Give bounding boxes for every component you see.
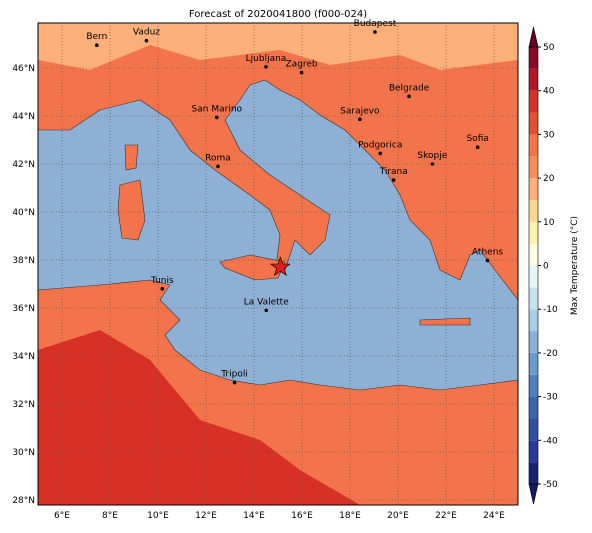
y-tick-label: 32°N xyxy=(12,400,35,410)
colorbar-tick-label: 20 xyxy=(543,174,555,184)
colorbar-band xyxy=(529,462,538,484)
x-tick-label: 16°E xyxy=(291,511,313,521)
city-label: Roma xyxy=(205,153,231,163)
x-tick-label: 20°E xyxy=(387,511,409,521)
city-marker xyxy=(95,43,99,47)
colorbar-band xyxy=(529,243,538,266)
colorbar-band xyxy=(529,90,538,113)
colorbar-band xyxy=(529,156,538,179)
city-label: Tripoli xyxy=(220,370,248,380)
colorbar-band xyxy=(529,221,538,244)
x-tick-label: 12°E xyxy=(195,511,217,521)
colorbar-tick-label: 10 xyxy=(543,218,555,228)
colorbar-tick-label: 40 xyxy=(543,87,555,97)
colorbar-tick-label: -40 xyxy=(543,436,558,446)
city-label: Sofia xyxy=(466,134,488,144)
city-label: Zagreb xyxy=(285,60,317,70)
city-label: Belgrade xyxy=(389,83,430,93)
x-tick-label: 8°E xyxy=(102,511,118,521)
y-tick-label: 34°N xyxy=(12,352,35,362)
colorbar-band xyxy=(529,309,538,332)
colorbar-band xyxy=(529,134,538,157)
colorbar-tick-label: -10 xyxy=(543,305,558,315)
city-marker xyxy=(232,380,237,385)
x-tick-label: 10°E xyxy=(147,511,169,521)
city-label: Tirana xyxy=(379,167,408,177)
colorbar-band xyxy=(529,178,538,200)
colorbar-tick-label: -20 xyxy=(543,349,558,359)
colorbar-band xyxy=(529,68,538,91)
x-tick-label: 6°E xyxy=(54,511,70,521)
city-marker xyxy=(264,64,268,69)
city-label: La Valette xyxy=(244,297,289,307)
colorbar-band xyxy=(529,374,538,397)
x-tick-label: 18°E xyxy=(339,511,361,521)
colorbar-band xyxy=(529,331,538,353)
chart-title: Forecast of 2020041800 (f000-024) xyxy=(189,9,367,20)
y-tick-label: 28°N xyxy=(12,496,35,506)
city-marker xyxy=(299,70,304,75)
city-marker xyxy=(160,286,165,291)
colorbar-band xyxy=(529,418,538,441)
city-label: Vaduz xyxy=(133,28,160,38)
city-marker xyxy=(373,30,377,34)
y-tick-label: 46°N xyxy=(12,64,35,74)
colorbar-tick-label: -30 xyxy=(543,393,558,403)
map-frame xyxy=(37,22,519,506)
colorbar-extend-under xyxy=(528,483,539,505)
city-label: Sarajevo xyxy=(340,106,380,116)
city-marker xyxy=(215,115,219,120)
colorbar-band xyxy=(529,440,538,463)
city-label: Ljubljana xyxy=(246,54,287,64)
y-tick-label: 40°N xyxy=(12,208,35,218)
colorbar-band xyxy=(529,352,538,375)
colorbar-tick-label: 30 xyxy=(543,130,555,140)
city-marker xyxy=(407,94,411,99)
y-tick-label: 44°N xyxy=(12,112,35,122)
y-tick-label: 36°N xyxy=(12,304,35,314)
colorbar-band xyxy=(529,396,538,419)
city-label: Podgorica xyxy=(358,140,402,150)
city-marker xyxy=(475,145,480,149)
city-label: Athens xyxy=(472,247,503,257)
x-tick-label: 22°E xyxy=(435,511,457,521)
star-marker xyxy=(270,256,291,277)
colorbar-extend-over xyxy=(528,26,539,48)
city-marker xyxy=(378,151,383,156)
y-tick-label: 38°N xyxy=(12,256,35,266)
city-marker xyxy=(264,308,269,313)
colorbar-band xyxy=(529,47,538,69)
city-marker xyxy=(144,38,149,43)
colorbar-band xyxy=(529,112,538,135)
city-marker xyxy=(391,178,396,182)
colorbar-tick-label: 0 xyxy=(543,262,549,272)
y-tick-label: 42°N xyxy=(12,160,35,170)
colorbar-tick-label: -50 xyxy=(543,480,558,490)
colorbar-label: Max Temperature (°C) xyxy=(570,216,580,315)
city-label: Skopje xyxy=(417,151,447,161)
city-label: Tunis xyxy=(150,276,174,286)
colorbar-band xyxy=(529,265,538,288)
city-label: Budapest xyxy=(354,19,397,29)
y-tick-label: 30°N xyxy=(12,448,35,458)
city-marker xyxy=(358,117,362,122)
city-label: San Marino xyxy=(192,104,243,114)
colorbar-band xyxy=(529,287,538,310)
colorbar-band xyxy=(529,199,538,222)
city-marker xyxy=(216,164,220,169)
colorbar-tick-label: 50 xyxy=(543,43,555,53)
x-tick-label: 14°E xyxy=(243,511,265,521)
city-marker xyxy=(485,258,490,263)
x-tick-label: 24°E xyxy=(483,511,505,521)
city-label: Bern xyxy=(86,32,107,42)
city-marker xyxy=(430,162,435,166)
